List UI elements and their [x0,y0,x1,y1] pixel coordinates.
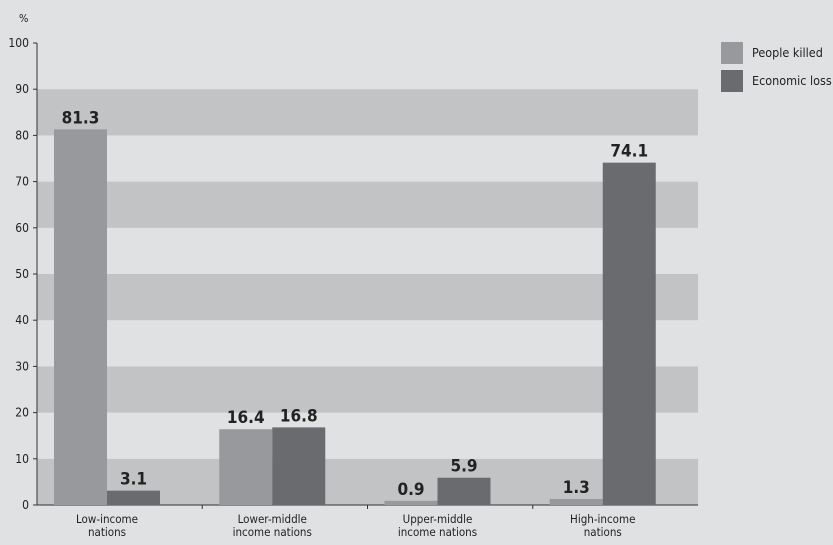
band-60-70 [37,181,698,228]
legend: People killed Economic loss [721,42,832,92]
legend-label: Economic loss [752,73,832,88]
legend-label: People killed [752,45,823,60]
value-label: 16.8 [280,406,318,426]
band-20-30 [37,366,698,413]
legend-swatch [721,70,743,92]
y-tick-label: 10 [15,452,29,466]
y-tick-label: 100 [8,36,29,50]
bar-economic-loss-0 [107,490,160,505]
value-label: 81.3 [62,108,100,128]
y-tick-label: 30 [15,359,29,373]
band-40-50 [37,274,698,321]
bar-economic-loss-1 [272,427,326,505]
y-tick-label: 0 [22,498,29,512]
bar-people-killed-1 [219,429,273,505]
y-axis-unit-label: % [19,12,28,25]
band-10-20 [37,412,698,459]
y-tick-label: 80 [15,128,29,142]
bars [54,129,656,506]
y-tick-label: 40 [15,313,29,327]
bar-people-killed-0 [54,129,107,506]
value-label: 3.1 [120,470,147,490]
y-tick-label: 90 [15,82,29,96]
band-80-90 [37,89,698,136]
y-tick-label: 50 [15,267,29,281]
bar-people-killed-3 [549,498,603,505]
background-bands [37,43,698,505]
x-axis-categories: Low-income nations Lower-middle income nati… [76,512,635,539]
x-category-label: Upper-middle income nations [398,512,477,539]
y-tick-label: 70 [15,175,29,189]
value-label: 74.1 [610,142,648,162]
bar-economic-loss-2 [437,477,491,505]
value-label: 0.9 [397,480,424,500]
x-category-label: Low-income nations [76,512,138,539]
x-category-label: Lower-middle income nations [233,512,312,539]
value-label: 16.4 [227,408,265,428]
bar-people-killed-2 [384,500,438,505]
band-90-100 [37,43,698,90]
band-50-60 [37,227,698,274]
y-tick-label: 60 [15,221,29,235]
bar-economic-loss-3 [602,162,656,505]
x-category-label: High-income nations [570,512,635,539]
legend-swatch [721,42,743,64]
value-labels: 81.3 16.4 0.9 1.3 3.1 16.8 5.9 74.1 [62,108,649,499]
value-label: 5.9 [450,457,477,477]
value-label: 1.3 [563,478,590,498]
y-tick-label: 20 [15,406,29,420]
band-30-40 [37,320,698,367]
band-70-80 [37,135,698,182]
axes: 0 10 20 30 40 50 60 70 80 90 100 [8,36,698,512]
